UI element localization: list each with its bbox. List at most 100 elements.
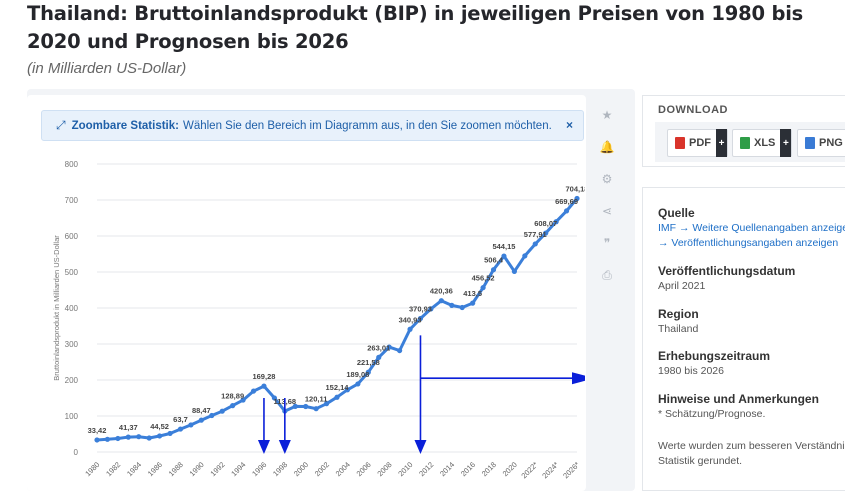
data-label: 169,28 <box>252 372 275 381</box>
x-tick-label: 1986 <box>146 460 164 478</box>
data-point <box>344 387 351 393</box>
bell-icon[interactable]: 🔔 <box>599 140 615 154</box>
x-tick-label: 2002 <box>313 460 331 478</box>
data-point <box>250 388 257 394</box>
data-point <box>136 434 142 440</box>
x-tick-label: 2008 <box>375 460 393 478</box>
data-point <box>104 436 111 442</box>
data-point <box>397 347 403 354</box>
data-label: 44,52 <box>150 422 169 431</box>
x-tick-label: 1984 <box>125 460 143 478</box>
rounding-note-line1: Werte wurden zum besseren Verständnis de… <box>658 440 845 452</box>
data-point <box>115 435 121 442</box>
x-tick-label: 1980 <box>83 460 101 478</box>
x-tick-label: 2004 <box>334 460 352 478</box>
data-point <box>511 268 517 275</box>
data-point <box>271 395 277 401</box>
x-tick-label: 2012 <box>417 460 435 478</box>
y-tick-label: 200 <box>65 376 79 385</box>
y-tick-label: 100 <box>65 412 79 421</box>
png-file-icon <box>805 137 815 149</box>
download-box: DOWNLOAD PDF + XLS + PNG + <box>642 95 845 167</box>
data-point <box>292 403 298 409</box>
x-tick-label: 1998 <box>271 460 289 478</box>
data-point <box>261 383 267 389</box>
data-point <box>553 219 559 225</box>
plus-icon: + <box>780 129 792 157</box>
y-tick-label: 600 <box>65 232 79 241</box>
chart-card <box>27 95 586 491</box>
data-point <box>303 403 309 410</box>
share-icon[interactable]: ⋖ <box>601 204 613 218</box>
png-label: PNG <box>819 137 843 149</box>
data-label: 669,69 <box>555 197 578 206</box>
data-point <box>428 306 434 312</box>
x-tick-label: 2006 <box>355 460 373 478</box>
data-point <box>490 267 497 273</box>
data-label: 608,07 <box>534 219 557 228</box>
source-details-link[interactable]: IMF → Weitere Quellenangaben anzeigen <box>658 222 845 234</box>
data-label: 221,58 <box>357 358 380 367</box>
y-tick-label: 700 <box>65 196 79 205</box>
data-label: 189,08 <box>346 370 369 379</box>
publication-details-link[interactable]: → Veröffentlichungsangaben anzeigen <box>658 237 839 249</box>
region-value: Thailand <box>658 323 699 335</box>
data-point <box>334 394 340 400</box>
data-point <box>355 381 361 387</box>
x-tick-label: 2010 <box>396 460 414 478</box>
source-heading: Quelle <box>658 206 695 220</box>
zoom-banner-title: Zoombare Statistik: <box>71 119 179 132</box>
x-tick-label: 1992 <box>208 460 226 478</box>
data-point <box>459 304 465 311</box>
pubdate-value: April 2021 <box>658 280 706 292</box>
x-tick-label: 1988 <box>167 460 185 478</box>
right-panel: DOWNLOAD PDF + XLS + PNG + Quelle IMF → … <box>642 95 845 491</box>
x-tick-label: 2026* <box>561 460 581 480</box>
data-point <box>219 408 225 414</box>
data-label: 456,52 <box>472 274 495 283</box>
data-point <box>365 369 371 375</box>
data-point <box>230 402 236 409</box>
period-value: 1980 bis 2026 <box>658 365 724 377</box>
download-png-button[interactable]: PNG + <box>797 129 845 157</box>
data-point <box>386 344 392 350</box>
pdf-file-icon <box>675 137 685 149</box>
data-point <box>94 437 100 443</box>
data-point <box>532 241 538 247</box>
chart-toolbar: ★ 🔔 ⚙ ⋖ ❞ ⎙ <box>592 100 624 292</box>
page-title: Thailand: Bruttoinlandsprodukt (BIP) in … <box>27 2 804 53</box>
line-chart[interactable]: 0 100 200 300 400 500 600 700 800 Bruttoinlandspr… <box>27 150 585 491</box>
data-label: 33,42 <box>88 426 107 435</box>
print-icon[interactable]: ⎙ <box>602 267 612 282</box>
x-tick-label: 1982 <box>104 460 122 478</box>
star-icon[interactable]: ★ <box>601 108 613 122</box>
zoom-banner: ⤢ Zoombare Statistik: Wählen Sie den Ber… <box>41 110 584 141</box>
xls-label: XLS <box>754 137 776 149</box>
data-label: 41,37 <box>119 423 138 432</box>
gear-icon[interactable]: ⚙ <box>601 172 613 186</box>
data-point <box>177 426 184 432</box>
download-buttons: PDF + XLS + PNG + <box>655 122 845 162</box>
data-label: 263,01 <box>367 343 390 352</box>
y-tick-label: 300 <box>65 340 79 349</box>
x-tick-label: 1994 <box>229 460 247 478</box>
gdp-series-line <box>96 197 579 442</box>
notes-heading: Hinweise und Anmerkungen <box>658 392 819 406</box>
data-label: 120,11 <box>305 395 328 404</box>
x-tick-label: 2016 <box>459 460 477 478</box>
data-label: 340,93 <box>399 315 422 324</box>
data-label: 577,91 <box>524 230 547 239</box>
x-tick-label: 2000 <box>292 460 310 478</box>
annotation-arrow-head <box>257 440 270 454</box>
close-icon[interactable]: × <box>565 118 573 132</box>
xls-file-icon <box>740 137 750 149</box>
x-tick-label: 2024* <box>540 460 560 480</box>
download-xls-button[interactable]: XLS + <box>732 129 793 157</box>
expand-icon: ⤢ <box>56 118 66 132</box>
data-point <box>198 417 204 423</box>
data-point <box>313 406 319 412</box>
data-label: 506,4 <box>484 256 504 265</box>
quote-icon[interactable]: ❞ <box>603 236 611 250</box>
download-pdf-button[interactable]: PDF + <box>667 129 728 157</box>
data-point <box>125 434 131 440</box>
